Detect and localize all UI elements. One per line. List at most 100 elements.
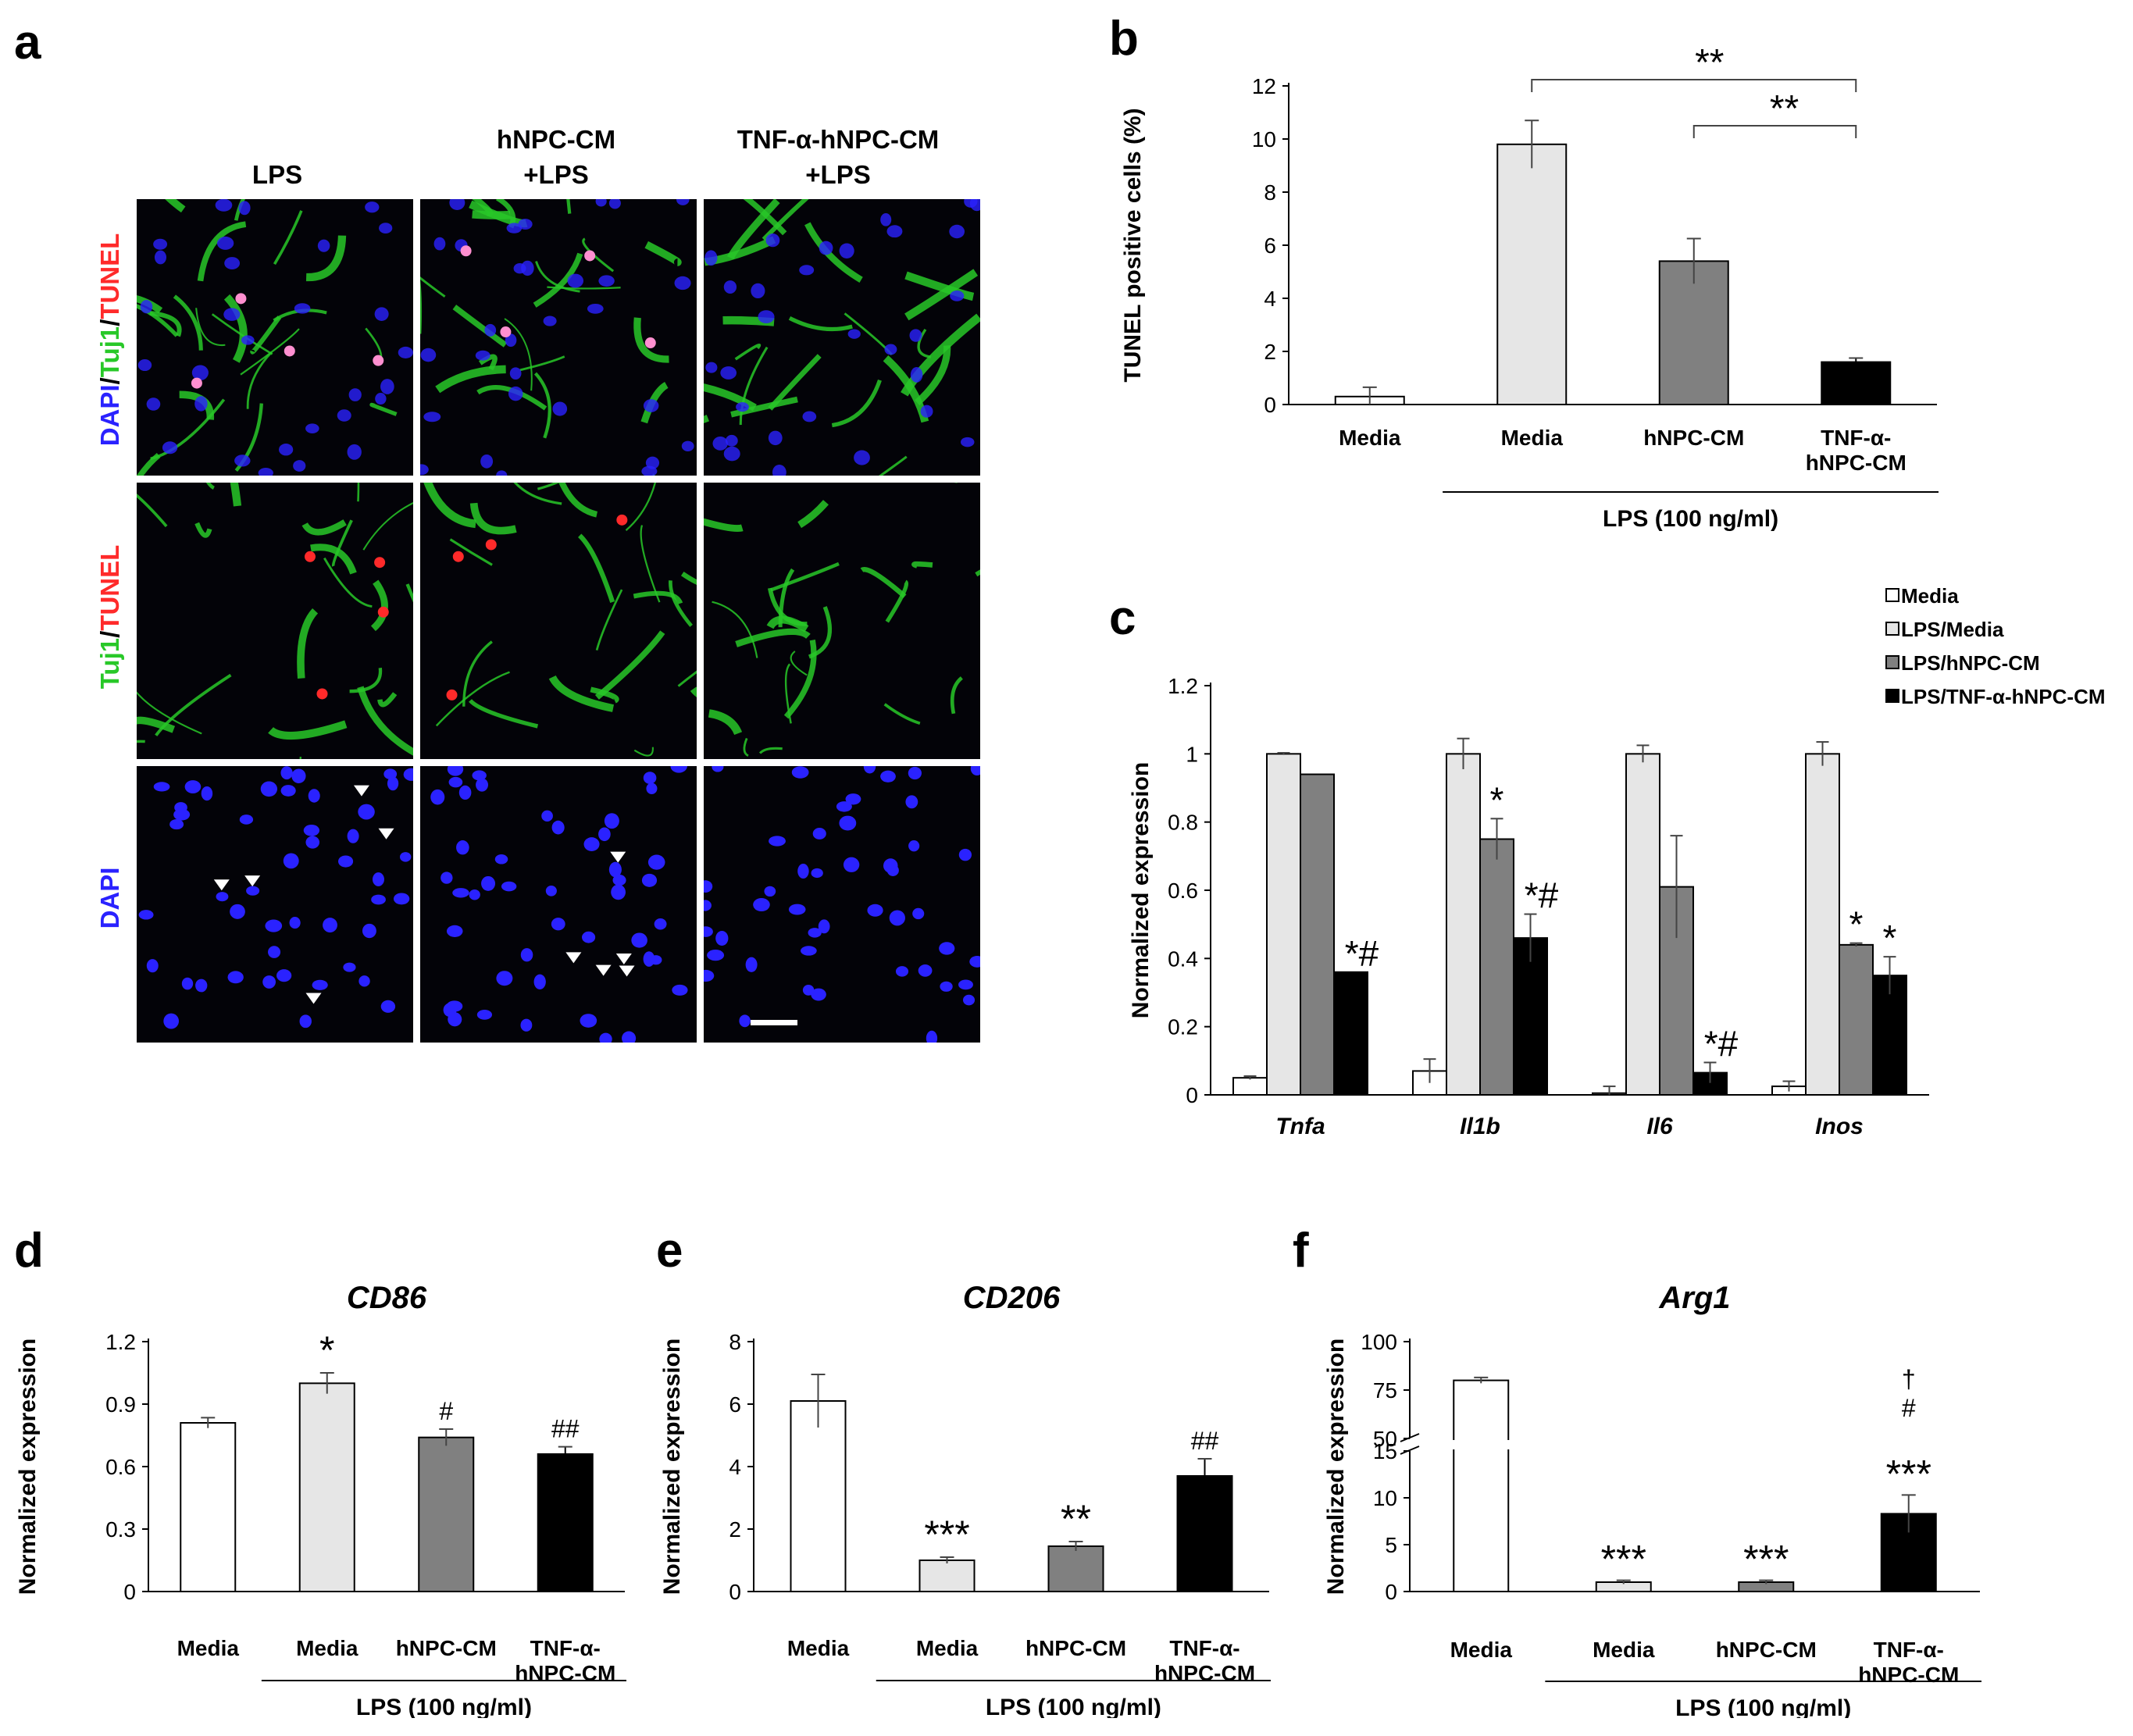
row1-tunel: TUNEL	[95, 233, 124, 319]
nucleus	[854, 450, 870, 465]
nucleus	[400, 852, 412, 862]
row2-tuj1: Tuj1	[95, 638, 124, 689]
nucleus	[230, 904, 245, 919]
chart-f-ytick-label-3: 15	[1373, 1439, 1397, 1463]
nucleus	[387, 776, 399, 791]
neurite	[743, 737, 749, 757]
nucleus	[764, 886, 776, 897]
chart-d-annotation-2: #	[439, 1397, 453, 1425]
micrograph-bg	[137, 483, 413, 759]
nucleus	[138, 910, 154, 920]
nucleus	[641, 873, 658, 887]
tunel-dot	[316, 688, 328, 700]
chart-d-bar-2	[418, 1436, 475, 1592]
neurite	[712, 601, 758, 658]
nucleus	[420, 348, 437, 362]
nucleus	[312, 979, 328, 990]
neurite	[165, 199, 186, 213]
chart-c-bar-1-2	[1479, 838, 1514, 1096]
chart-d: CD86 0 0.3 0.6 0.9 1.2 Normalized expression Me…	[15, 1281, 626, 1718]
nucleus	[362, 923, 376, 939]
nucleus	[305, 836, 320, 849]
chart-e-bar-1	[918, 1560, 976, 1592]
chart-e-title: CD206	[963, 1281, 1061, 1315]
nucleus	[241, 335, 255, 345]
nucleus	[670, 766, 687, 773]
nucleus	[441, 872, 453, 884]
nucleus	[765, 233, 780, 248]
neurite	[640, 381, 669, 424]
scale-bar	[751, 1020, 797, 1025]
nucleus	[895, 966, 909, 977]
nucleus	[276, 969, 292, 982]
neurite	[137, 691, 202, 735]
nucleus	[293, 460, 306, 472]
tunel-dot	[374, 557, 386, 569]
neurite	[513, 483, 562, 505]
nucleus	[643, 399, 659, 412]
nucleus	[886, 864, 899, 876]
nucleus	[704, 250, 718, 266]
nucleus	[234, 454, 251, 467]
neurite	[758, 747, 783, 754]
micrograph-image	[137, 483, 413, 759]
nucleus	[280, 785, 296, 797]
nucleus	[420, 464, 429, 476]
nucleus	[909, 329, 922, 342]
nucleus	[195, 979, 208, 993]
arrowhead-marker	[213, 879, 230, 891]
chart-c-ylabel: Normalized expression	[1128, 762, 1154, 1018]
nucleus	[475, 350, 490, 361]
nucleus	[622, 1031, 637, 1043]
chart-f-annotation-2: ***	[1743, 1538, 1789, 1581]
arrowhead-marker	[595, 964, 612, 976]
neurite	[435, 671, 510, 727]
nucleus	[797, 863, 809, 879]
neurite	[878, 455, 908, 476]
neurite	[137, 494, 168, 528]
nucleus	[509, 367, 522, 380]
neurite	[273, 210, 303, 266]
nucleus	[163, 1013, 180, 1029]
chart-e-category-2: hNPC-CM	[1025, 1636, 1126, 1660]
nucleus	[812, 828, 826, 839]
nucleus	[303, 824, 320, 836]
micrograph-r2-c2	[420, 483, 697, 759]
nucleus	[961, 437, 975, 447]
nucleus	[889, 910, 905, 926]
nucleus	[582, 931, 596, 943]
chart-b-bar-3	[1821, 361, 1892, 406]
neurite	[452, 305, 508, 348]
chart-f-title: Arg1	[1658, 1281, 1730, 1315]
nucleus	[736, 402, 749, 412]
arrowhead-marker	[305, 993, 322, 1004]
neurite	[734, 344, 762, 361]
nucleus	[162, 441, 178, 454]
chart-c-category-2: Il6	[1646, 1114, 1673, 1139]
nucleus	[880, 213, 892, 226]
panel-letter-a: a	[14, 16, 41, 70]
nucleus	[433, 237, 446, 251]
row1-slash-2: /	[95, 319, 124, 326]
nucleus	[146, 959, 159, 973]
chart-b-ytick-label-4: 8	[1264, 180, 1276, 205]
neurite	[790, 651, 808, 676]
nucleus	[258, 468, 273, 476]
chart-b-bar-1	[1496, 143, 1568, 406]
nucleus	[611, 884, 626, 900]
nucleus	[912, 907, 925, 920]
col-label-tnf-1: TNF-α-hNPC-CM	[737, 125, 940, 154]
chart-f-bar-break-gap-0	[1450, 1440, 1512, 1449]
neurite	[423, 483, 476, 529]
nucleus	[227, 971, 244, 984]
tunel-dot	[452, 551, 464, 562]
chart-c-bar-2-1	[1625, 753, 1660, 1096]
row-label-2: Tuj1/TUNEL	[95, 545, 124, 690]
neurite	[677, 670, 697, 687]
nucleus	[567, 273, 583, 288]
neurite	[831, 379, 882, 428]
nucleus	[880, 770, 896, 782]
nucleus	[506, 223, 523, 233]
micrograph-r3-c1	[137, 766, 413, 1043]
nucleus	[788, 904, 806, 915]
